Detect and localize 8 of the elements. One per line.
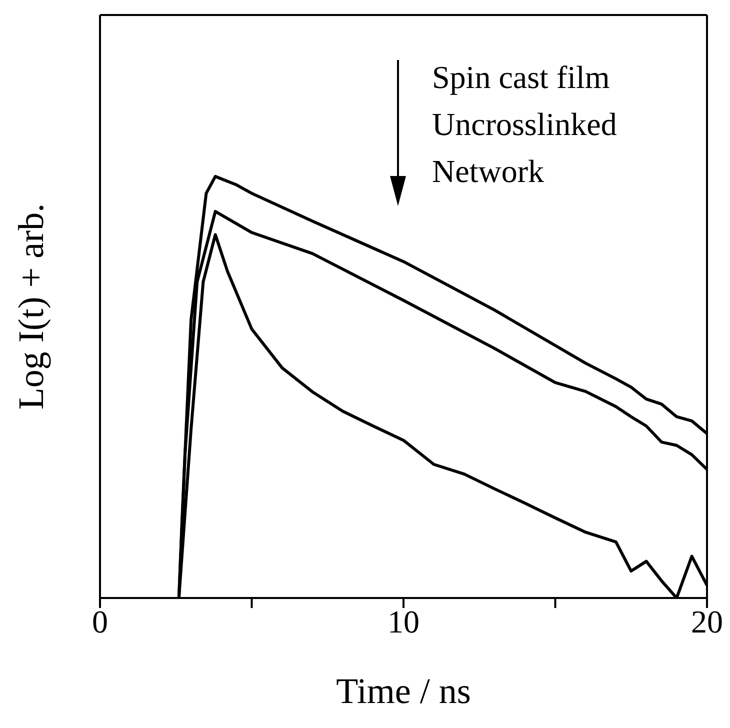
x-axis-title: Time / ns <box>336 671 471 711</box>
annotation: Network <box>432 152 545 191</box>
x-tick-label: 10 <box>388 604 420 640</box>
x-tick-label: 0 <box>92 604 108 640</box>
y-axis-title: Log I(t) + arb. <box>10 203 51 410</box>
text: Spin cast film <box>432 58 611 97</box>
text: Uncrosslinked <box>432 105 617 144</box>
x-tick-label: 20 <box>691 604 723 640</box>
